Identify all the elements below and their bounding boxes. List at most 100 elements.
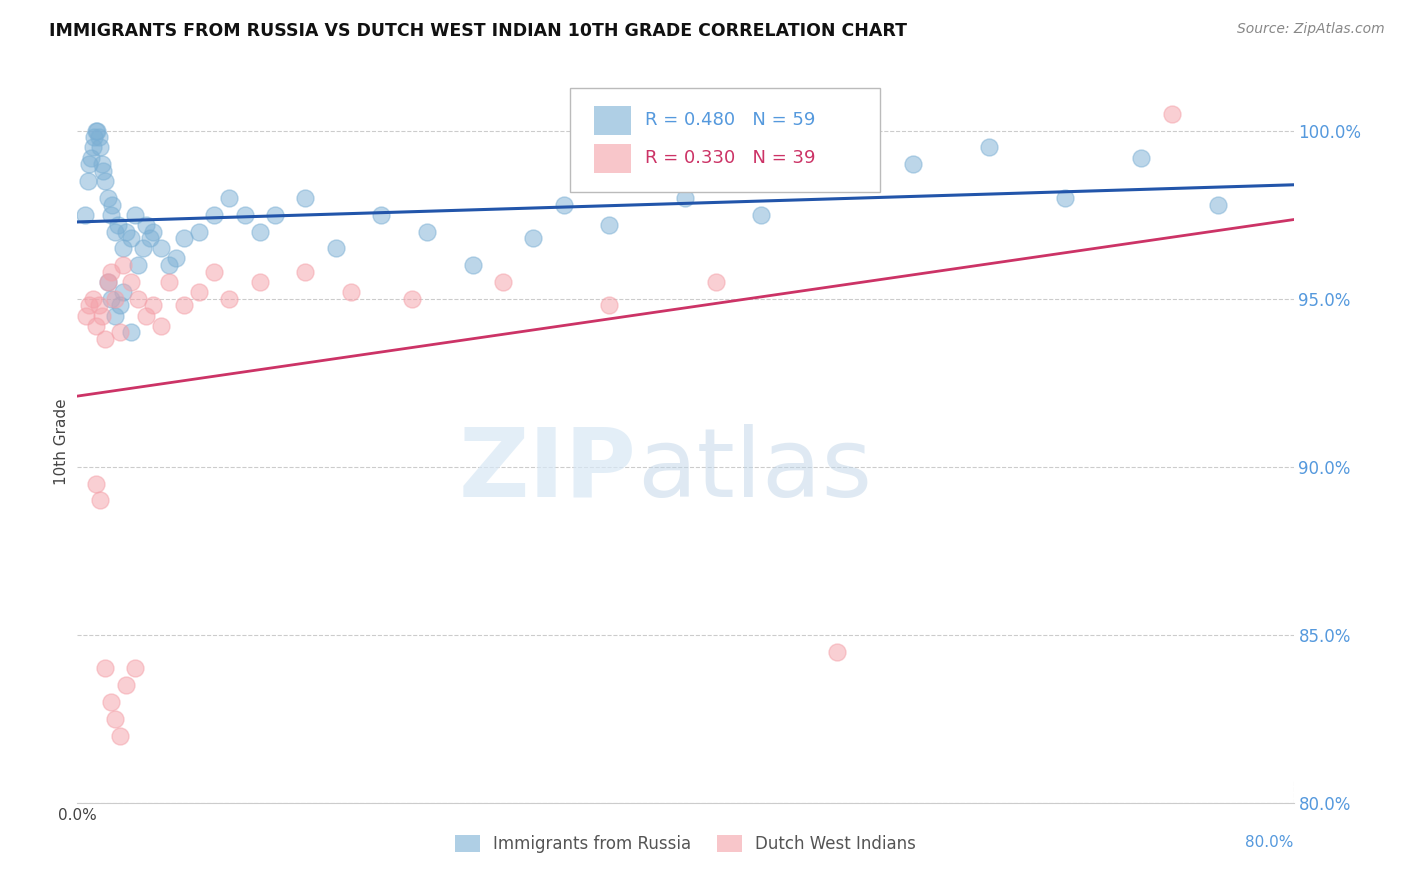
Point [124, 208, 146, 222]
Point [370, 208, 392, 222]
Point [93, 332, 115, 346]
Point [1161, 107, 1184, 121]
Point [294, 265, 316, 279]
Point [100, 292, 122, 306]
Point [188, 285, 211, 299]
Point [233, 208, 256, 222]
Point [108, 326, 131, 340]
Point [86, 124, 108, 138]
Point [83, 130, 105, 145]
Text: 80.0%: 80.0% [1246, 835, 1294, 850]
Text: atlas: atlas [637, 424, 872, 517]
Point [249, 225, 271, 239]
Point [979, 140, 1001, 154]
Point [827, 644, 849, 658]
Y-axis label: 10th Grade: 10th Grade [53, 398, 69, 485]
Point [115, 678, 138, 692]
Point [97, 275, 120, 289]
Point [325, 241, 347, 255]
Point [249, 275, 271, 289]
Point [115, 225, 138, 239]
Point [120, 275, 142, 289]
Point [1206, 197, 1229, 211]
Text: Source: ZipAtlas.com: Source: ZipAtlas.com [1237, 22, 1385, 37]
Point [127, 258, 149, 272]
Point [173, 231, 195, 245]
Point [90, 309, 112, 323]
Point [111, 258, 134, 272]
Point [79, 157, 101, 171]
Point [111, 241, 134, 255]
Point [100, 265, 122, 279]
Point [104, 292, 127, 306]
Point [75, 309, 97, 323]
Point [218, 191, 240, 205]
Point [82, 292, 104, 306]
Point [84, 476, 107, 491]
Point [522, 231, 544, 245]
Point [492, 275, 515, 289]
Point [84, 124, 107, 138]
Point [93, 661, 115, 675]
Point [77, 174, 100, 188]
Bar [595, 106, 631, 135]
Point [751, 208, 773, 222]
Point [135, 218, 157, 232]
Point [675, 191, 697, 205]
Point [218, 292, 240, 306]
Point [100, 695, 122, 709]
Point [598, 218, 620, 232]
Point [87, 130, 110, 145]
Point [120, 231, 142, 245]
Point [142, 298, 165, 312]
Point [1054, 191, 1077, 205]
Point [107, 218, 129, 232]
Point [100, 208, 122, 222]
Point [79, 298, 101, 312]
Point [157, 275, 180, 289]
Point [93, 174, 115, 188]
Point [903, 157, 925, 171]
Point [89, 493, 111, 508]
Point [461, 258, 484, 272]
Point [120, 326, 142, 340]
Point [84, 318, 107, 333]
Point [139, 231, 162, 245]
Point [264, 208, 287, 222]
Point [202, 208, 225, 222]
Point [131, 241, 153, 255]
Point [340, 285, 363, 299]
Point [127, 292, 149, 306]
Point [135, 309, 157, 323]
Point [80, 151, 103, 165]
Point [827, 174, 849, 188]
Point [104, 309, 127, 323]
Text: R = 0.330   N = 39: R = 0.330 N = 39 [645, 149, 815, 168]
Point [157, 258, 180, 272]
Point [294, 191, 316, 205]
Point [1130, 151, 1153, 165]
Point [124, 661, 146, 675]
Point [149, 318, 172, 333]
Point [104, 712, 127, 726]
Point [90, 157, 112, 171]
Text: ZIP: ZIP [458, 424, 637, 517]
Point [91, 164, 114, 178]
Point [104, 225, 127, 239]
Text: IMMIGRANTS FROM RUSSIA VS DUTCH WEST INDIAN 10TH GRADE CORRELATION CHART: IMMIGRANTS FROM RUSSIA VS DUTCH WEST IND… [49, 22, 907, 40]
Point [401, 292, 423, 306]
Point [108, 298, 131, 312]
Point [108, 729, 131, 743]
Point [553, 197, 575, 211]
Point [202, 265, 225, 279]
Point [598, 298, 620, 312]
Point [165, 252, 187, 266]
Bar [595, 144, 631, 173]
FancyBboxPatch shape [569, 87, 880, 193]
Point [82, 140, 104, 154]
Point [704, 275, 727, 289]
Legend: Immigrants from Russia, Dutch West Indians: Immigrants from Russia, Dutch West India… [449, 828, 922, 860]
Point [89, 140, 111, 154]
Point [73, 208, 96, 222]
Text: R = 0.480   N = 59: R = 0.480 N = 59 [645, 112, 815, 129]
